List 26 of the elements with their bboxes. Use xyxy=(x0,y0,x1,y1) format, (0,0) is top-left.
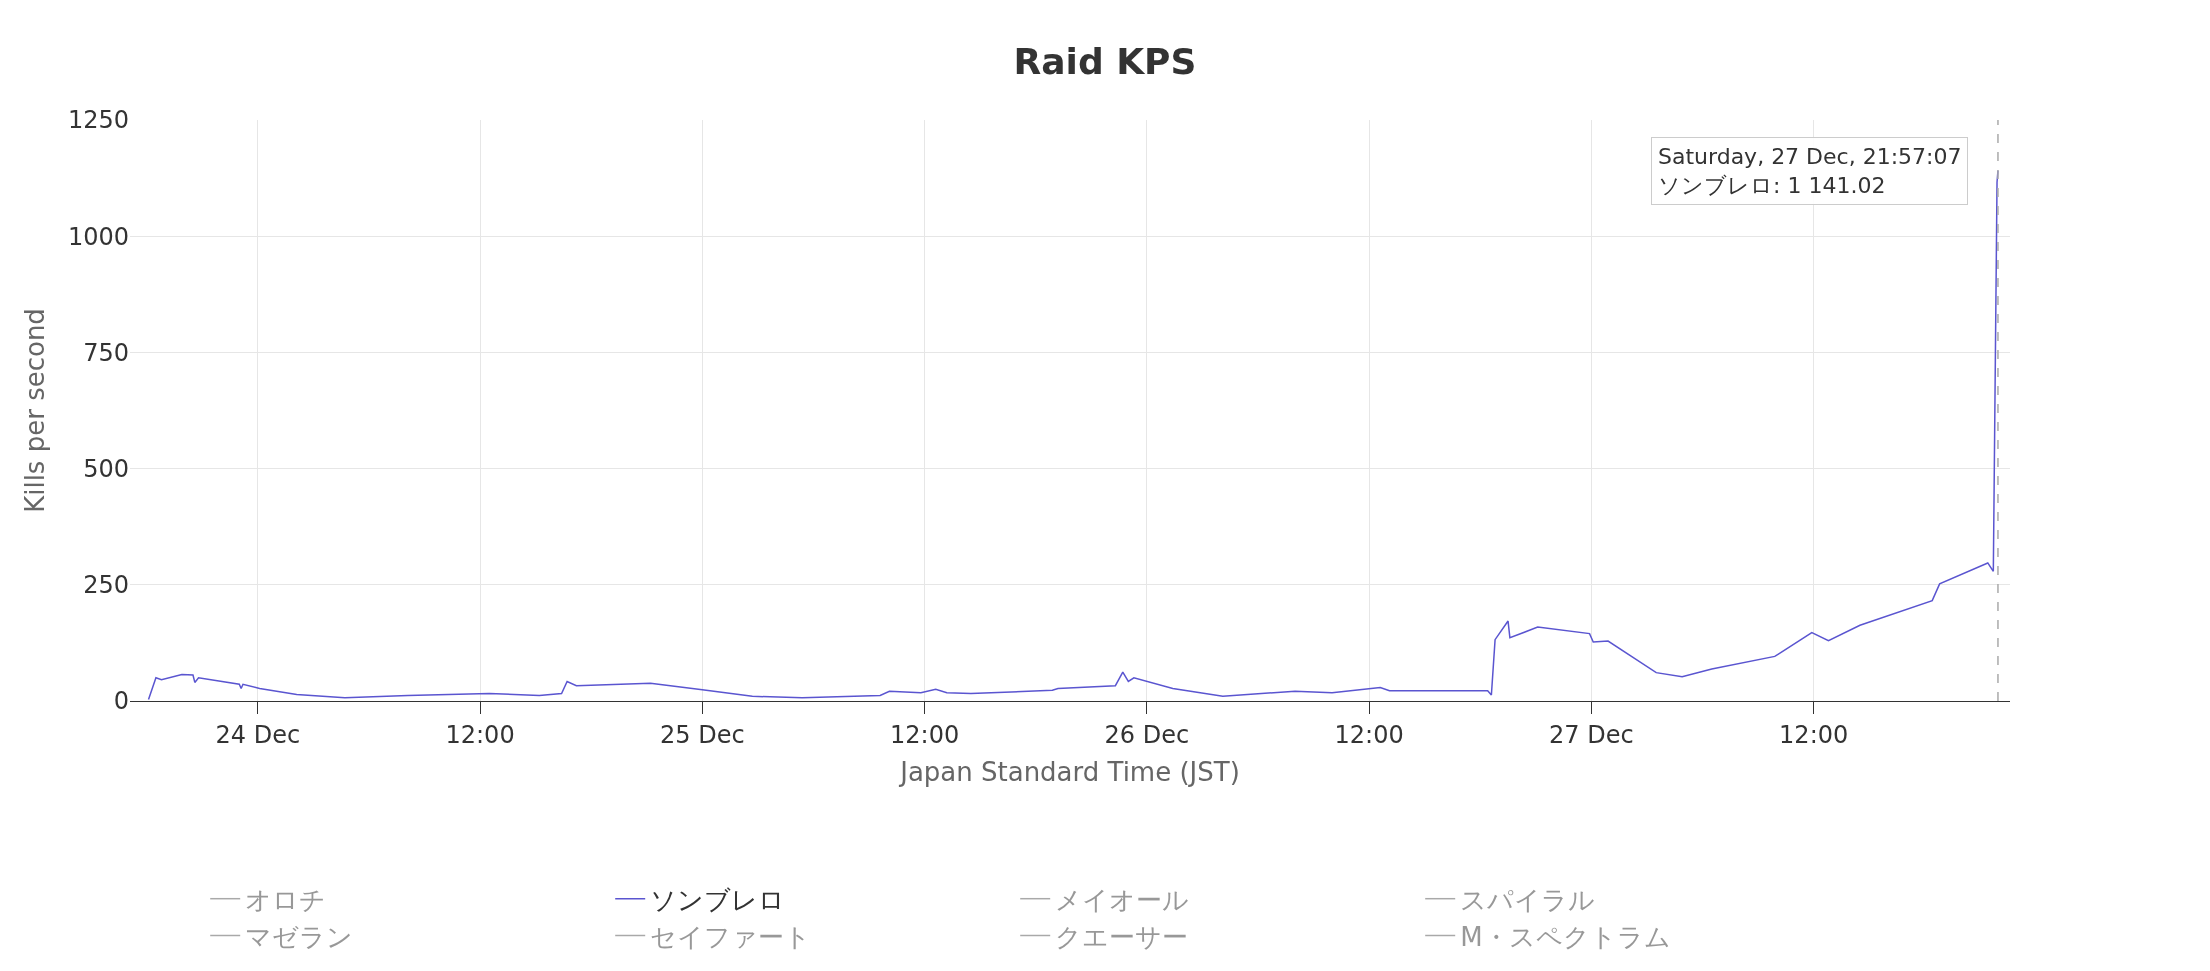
legend-label: メイオール xyxy=(1055,884,1190,915)
x-tick-label: 27 Dec xyxy=(1549,720,1634,749)
annotation: Saturday, 27 Dec, 21:57:07 ソンブレロ: 1 141.02 xyxy=(1658,144,1962,198)
legend-label: ソンブレロ xyxy=(650,884,786,915)
y-tick-label: 0 xyxy=(113,687,129,716)
y-tick-label: 750 xyxy=(83,338,129,367)
legend-label: マゼラン xyxy=(245,921,354,952)
x-tick-label: 26 Dec xyxy=(1104,720,1190,749)
chart-title: Raid KPS xyxy=(1013,40,1197,82)
x-tick-label: 24 Dec xyxy=(215,720,301,749)
legend-label: セイファート xyxy=(650,921,812,952)
y-axis-title: Kills per second xyxy=(20,308,51,513)
legend-label: オロチ xyxy=(245,884,327,915)
x-tick-label: 12:00 xyxy=(1779,720,1849,749)
legend-label: クエーサー xyxy=(1055,921,1189,952)
x-tick-label: 12:00 xyxy=(1334,720,1404,749)
x-tick-label: 12:00 xyxy=(890,720,960,749)
x-tick-label: 25 Dec xyxy=(660,720,745,749)
y-tick-label: 500 xyxy=(83,455,129,483)
legend-label: M・スペクトラム xyxy=(1460,921,1671,952)
x-axis-title: Japan Standard Time (JST) xyxy=(898,757,1240,788)
y-tick-label: 250 xyxy=(83,571,129,600)
legend-label: スパイラル xyxy=(1460,884,1596,915)
x-tick-label: 12:00 xyxy=(445,720,515,749)
y-tick-label: 1000 xyxy=(67,222,129,251)
y-tick-label: 1250 xyxy=(67,106,129,135)
